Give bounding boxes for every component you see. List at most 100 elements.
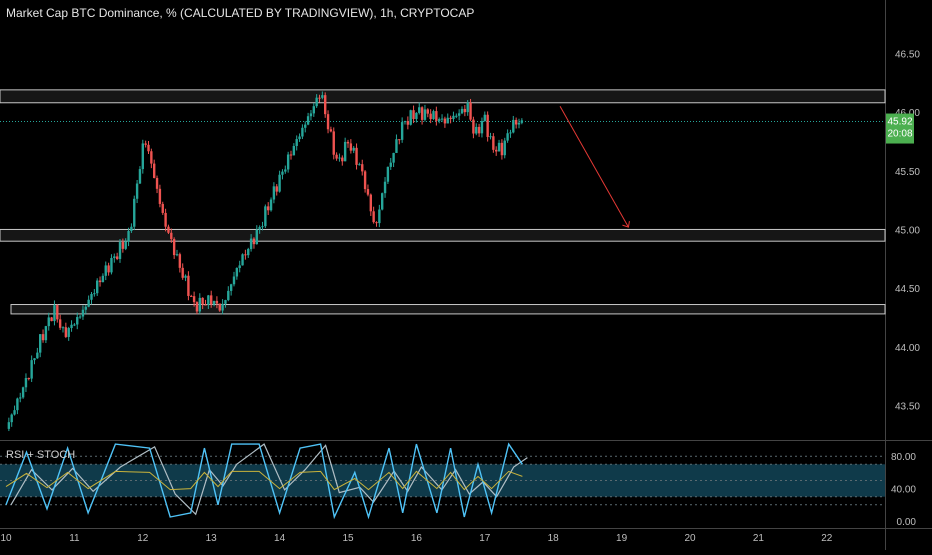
candle-body xyxy=(212,300,216,305)
candle-body xyxy=(264,206,267,227)
indicator-y-tick-label: 80.00 xyxy=(891,452,916,463)
x-tick-label: 15 xyxy=(342,533,354,544)
candle-body xyxy=(389,162,392,167)
candle-body xyxy=(506,133,509,141)
candle-body xyxy=(472,119,475,134)
rsi-line xyxy=(5,470,523,491)
indicator-y-tick-label: 40.00 xyxy=(891,485,916,496)
x-tick-label: 19 xyxy=(616,533,628,544)
candle-body xyxy=(406,121,410,125)
candle-body xyxy=(301,127,304,137)
candle-body xyxy=(164,212,167,227)
candle-body xyxy=(138,169,142,184)
candle-body xyxy=(463,108,467,113)
candle-body xyxy=(30,360,33,379)
candle-body xyxy=(249,238,253,250)
candle-body xyxy=(16,398,19,411)
indicator-label: RSI + STOCH xyxy=(6,449,76,461)
candle-body xyxy=(452,115,455,119)
x-tick-label: 16 xyxy=(411,533,423,544)
candle-body xyxy=(167,226,170,233)
x-tick-label: 13 xyxy=(206,533,218,544)
stoch-k-line xyxy=(5,442,523,520)
candle-body xyxy=(284,169,287,172)
candle-body xyxy=(53,305,56,322)
candle-body xyxy=(261,226,264,228)
indicator-y-tick-label: 0.00 xyxy=(897,517,917,528)
x-tick-label: 21 xyxy=(753,533,765,544)
candle-body xyxy=(41,334,45,341)
candle-body xyxy=(56,305,59,320)
candle-body xyxy=(201,297,204,305)
candle-body xyxy=(466,102,469,113)
candle-body xyxy=(70,324,73,329)
candle-body xyxy=(252,238,256,245)
candle-body xyxy=(218,303,221,311)
candle-body xyxy=(235,268,239,277)
candle-body xyxy=(78,316,82,318)
candle-body xyxy=(130,226,133,232)
candle-body xyxy=(150,151,153,164)
candle-body xyxy=(455,115,458,117)
candle-body xyxy=(332,131,335,155)
candle-body xyxy=(372,211,375,223)
candle-body xyxy=(440,118,444,120)
current-price-badge xyxy=(886,113,914,144)
candle-body xyxy=(147,144,150,152)
candle-body xyxy=(503,140,506,156)
candle-body xyxy=(500,142,504,156)
candle-body xyxy=(426,109,429,114)
candle-body xyxy=(184,275,187,278)
candle-body xyxy=(87,299,90,307)
candle-body xyxy=(352,147,355,151)
candle-body xyxy=(36,352,39,359)
candle-body xyxy=(315,97,318,107)
x-tick-label: 10 xyxy=(0,533,12,544)
candle-body xyxy=(335,154,338,159)
candle-body xyxy=(227,290,230,301)
candle-body xyxy=(195,302,199,312)
y-tick-label: 45.00 xyxy=(895,225,920,236)
candle-body xyxy=(326,114,330,130)
candle-body xyxy=(269,199,273,211)
candle-body xyxy=(190,295,193,297)
candle-body xyxy=(480,121,484,134)
candle-body xyxy=(415,112,418,119)
x-tick-label: 14 xyxy=(274,533,286,544)
candle-body xyxy=(495,149,498,152)
support-resistance-zone xyxy=(10,304,886,315)
candle-body xyxy=(58,319,62,328)
candle-body xyxy=(255,229,258,245)
y-tick-label: 45.50 xyxy=(895,167,920,178)
support-resistance-zone xyxy=(0,89,886,104)
candle-body xyxy=(47,317,50,327)
candle-body xyxy=(110,257,113,273)
candle-body xyxy=(341,157,344,162)
candle-body xyxy=(403,121,407,123)
candle-body xyxy=(178,254,182,268)
candle-body xyxy=(517,122,521,125)
candle-body xyxy=(435,111,438,121)
candle-body xyxy=(386,166,390,182)
rsi-band xyxy=(0,464,885,497)
candle-body xyxy=(7,422,11,429)
candle-body xyxy=(158,188,162,204)
candle-body xyxy=(221,303,224,311)
candle-body xyxy=(275,186,278,192)
countdown-label: 20:08 xyxy=(887,129,912,140)
candle-body xyxy=(429,113,432,120)
candle-body xyxy=(81,309,85,317)
candle-body xyxy=(204,304,207,306)
x-tick-label: 22 xyxy=(821,533,833,544)
candle-body xyxy=(207,295,210,305)
candle-body xyxy=(121,242,125,249)
candle-body xyxy=(492,136,495,150)
candle-body xyxy=(349,143,353,151)
candle-body xyxy=(244,254,247,256)
candle-body xyxy=(229,284,233,291)
candle-body xyxy=(312,106,315,114)
candle-body xyxy=(477,126,481,134)
candle-body xyxy=(127,231,130,242)
candle-body xyxy=(395,139,398,153)
